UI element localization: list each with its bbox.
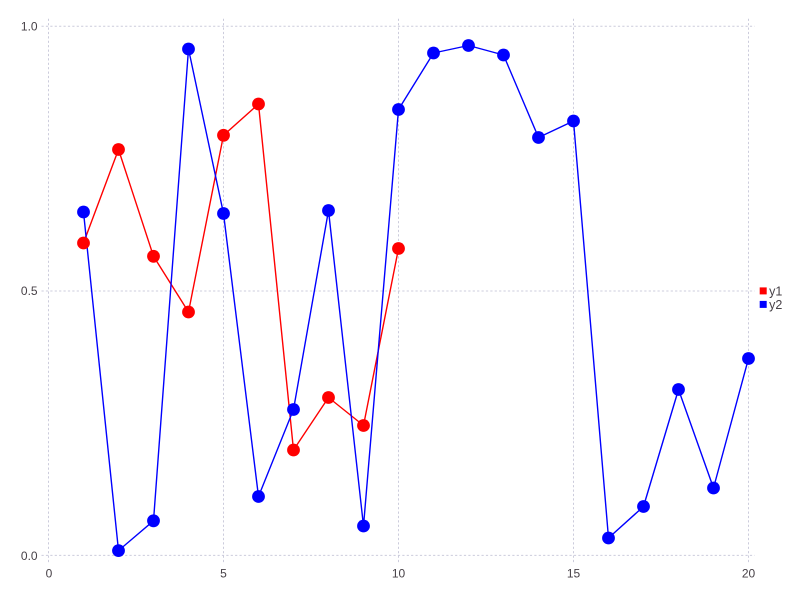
svg-text:0.5: 0.5 bbox=[21, 284, 38, 298]
svg-text:20: 20 bbox=[742, 567, 756, 581]
svg-text:5: 5 bbox=[220, 567, 227, 581]
svg-text:y1: y1 bbox=[769, 285, 782, 299]
svg-text:y2: y2 bbox=[769, 298, 782, 312]
svg-text:10: 10 bbox=[392, 567, 406, 581]
svg-text:0.0: 0.0 bbox=[21, 549, 38, 563]
svg-text:15: 15 bbox=[567, 567, 581, 581]
svg-text:0: 0 bbox=[46, 567, 53, 581]
svg-text:1.0: 1.0 bbox=[21, 19, 38, 33]
